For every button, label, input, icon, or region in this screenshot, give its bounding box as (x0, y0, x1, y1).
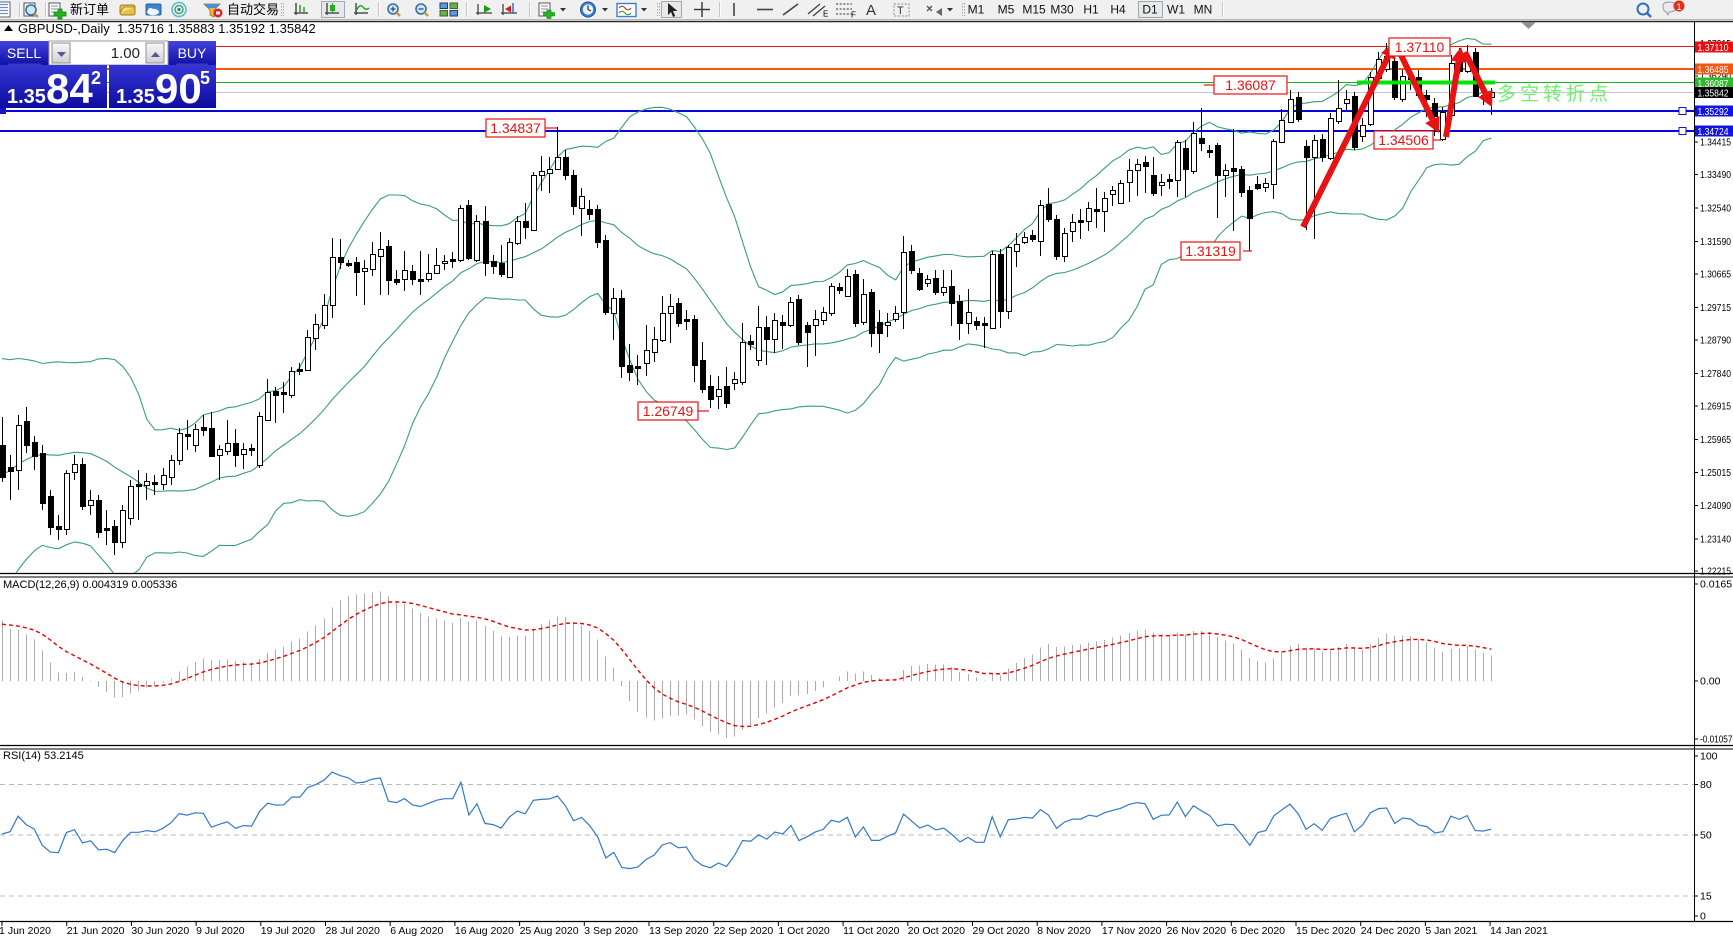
svg-text:H1: H1 (1083, 3, 1099, 17)
svg-text:MN: MN (1194, 3, 1213, 17)
svg-text:M30: M30 (1050, 3, 1074, 17)
svg-text:0.0165: 0.0165 (1700, 579, 1732, 591)
svg-text:1.33490: 1.33490 (1700, 169, 1731, 181)
svg-text:3 Sep 2020: 3 Sep 2020 (584, 925, 638, 937)
svg-text:D1: D1 (1142, 3, 1158, 17)
svg-text:1.26749: 1.26749 (643, 403, 694, 419)
svg-text:14 Jan 2021: 14 Jan 2021 (1490, 925, 1548, 937)
svg-text:1.29715: 1.29715 (1700, 302, 1731, 314)
svg-text:5: 5 (200, 68, 210, 88)
svg-text:1.37110: 1.37110 (1395, 39, 1445, 55)
svg-text:5 Jan 2021: 5 Jan 2021 (1425, 925, 1477, 937)
svg-text:1.35842: 1.35842 (1698, 87, 1729, 99)
svg-text:多空转折点: 多空转折点 (1497, 83, 1612, 105)
svg-text:M5: M5 (998, 3, 1015, 17)
svg-text:BUY: BUY (178, 45, 207, 61)
svg-text:1.30665: 1.30665 (1700, 269, 1731, 281)
svg-text:A: A (866, 2, 876, 19)
svg-text:9 Jul 2020: 9 Jul 2020 (196, 925, 245, 937)
svg-text:新订单: 新订单 (70, 2, 109, 17)
svg-text:1.37110: 1.37110 (1698, 42, 1729, 54)
svg-text:T: T (897, 5, 904, 17)
svg-text:1.36087: 1.36087 (1698, 78, 1729, 90)
svg-text:22 Sep 2020: 22 Sep 2020 (714, 925, 774, 937)
svg-text:1.31319: 1.31319 (1185, 243, 1236, 259)
svg-text:H4: H4 (1110, 3, 1126, 17)
svg-text:1.32540: 1.32540 (1700, 203, 1731, 215)
svg-text:11 Oct 2020: 11 Oct 2020 (843, 925, 900, 937)
svg-text:90: 90 (155, 65, 202, 112)
svg-text:F: F (851, 11, 856, 20)
svg-text:1.00: 1.00 (111, 45, 140, 62)
svg-text:6 Aug 2020: 6 Aug 2020 (390, 925, 443, 937)
svg-text:1.25965: 1.25965 (1700, 434, 1731, 446)
svg-text:11 Jun 2020: 11 Jun 2020 (0, 925, 51, 937)
svg-text:25 Aug 2020: 25 Aug 2020 (520, 925, 579, 937)
svg-text:RSI(14) 53.2145: RSI(14) 53.2145 (3, 750, 84, 762)
svg-text:17 Nov 2020: 17 Nov 2020 (1102, 925, 1162, 937)
svg-text:29 Oct 2020: 29 Oct 2020 (973, 925, 1030, 937)
svg-text:80: 80 (1700, 779, 1712, 791)
svg-text:1.34506: 1.34506 (1378, 132, 1429, 148)
svg-text:SELL: SELL (7, 45, 41, 61)
svg-text:自动交易: 自动交易 (227, 2, 279, 17)
svg-text:1.34837: 1.34837 (490, 120, 541, 136)
svg-text:1.36485: 1.36485 (1698, 64, 1729, 76)
svg-text:MACD(12,26,9) 0.004319 0.00533: MACD(12,26,9) 0.004319 0.005336 (3, 579, 177, 591)
svg-text:6 Dec 2020: 6 Dec 2020 (1231, 925, 1285, 937)
svg-text:1.22215: 1.22215 (1700, 566, 1731, 578)
svg-text:1.28790: 1.28790 (1700, 335, 1731, 347)
svg-text:1.23140: 1.23140 (1700, 534, 1731, 546)
svg-text:M15: M15 (1022, 3, 1046, 17)
svg-text:1.31590: 1.31590 (1700, 236, 1731, 248)
svg-text:15: 15 (1700, 891, 1712, 903)
svg-text:0: 0 (1700, 911, 1706, 923)
svg-text:1.26915: 1.26915 (1700, 401, 1731, 413)
svg-text:1 Oct 2020: 1 Oct 2020 (778, 925, 830, 937)
svg-text:1.34415: 1.34415 (1700, 137, 1731, 149)
svg-text:16 Aug 2020: 16 Aug 2020 (455, 925, 514, 937)
svg-text:20 Oct 2020: 20 Oct 2020 (908, 925, 965, 937)
svg-text:1.34724: 1.34724 (1698, 126, 1729, 138)
svg-text:1.36087: 1.36087 (1225, 77, 1276, 93)
svg-text:0.00: 0.00 (1700, 676, 1721, 688)
svg-text:84: 84 (46, 65, 93, 112)
svg-text:1.35292: 1.35292 (1698, 106, 1729, 118)
svg-text:1: 1 (1676, 2, 1681, 13)
svg-text:19 Jul 2020: 19 Jul 2020 (261, 925, 315, 937)
svg-text:W1: W1 (1167, 3, 1185, 17)
svg-text:-0.010571: -0.010571 (1700, 734, 1733, 746)
svg-text:8 Nov 2020: 8 Nov 2020 (1037, 925, 1091, 937)
svg-text:1.35: 1.35 (116, 86, 155, 108)
svg-text:15 Dec 2020: 15 Dec 2020 (1296, 925, 1356, 937)
svg-text:1.24090: 1.24090 (1700, 500, 1731, 512)
svg-text:28 Jul 2020: 28 Jul 2020 (326, 925, 380, 937)
svg-text:M1: M1 (968, 3, 985, 17)
svg-text:26 Nov 2020: 26 Nov 2020 (1167, 925, 1227, 937)
svg-text:2: 2 (91, 68, 101, 88)
svg-text:100: 100 (1700, 751, 1718, 763)
svg-text:13 Sep 2020: 13 Sep 2020 (649, 925, 709, 937)
svg-text:21 Jun 2020: 21 Jun 2020 (67, 925, 125, 937)
svg-text:1.25015: 1.25015 (1700, 467, 1731, 479)
svg-text:1.27840: 1.27840 (1700, 368, 1731, 380)
svg-text:GBPUSD-,Daily 1.35716 1.35883: GBPUSD-,Daily 1.35716 1.35883 1.35192 1.… (18, 21, 316, 36)
svg-text:1.35: 1.35 (7, 86, 46, 108)
svg-text:50: 50 (1700, 830, 1712, 842)
svg-text:30 Jun 2020: 30 Jun 2020 (131, 925, 189, 937)
svg-text:E: E (823, 10, 828, 19)
svg-text:24 Dec 2020: 24 Dec 2020 (1361, 925, 1421, 937)
